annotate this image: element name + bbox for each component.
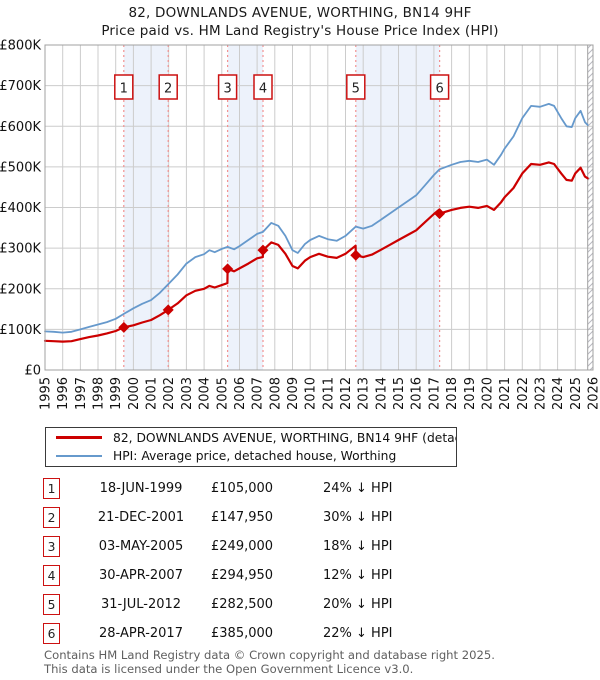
property-line-swatch [56,436,102,440]
svg-text:2008: 2008 [268,377,283,410]
svg-text:2007: 2007 [251,377,266,410]
sale-row: 4 30-APR-2007 £294,950 12% ↓ HPI [43,561,563,590]
svg-text:2017: 2017 [427,377,442,410]
svg-text:2024: 2024 [551,377,566,410]
svg-text:2002: 2002 [162,377,177,410]
sale-hpi-diff: 12% ↓ HPI [323,568,393,583]
page-subtitle: Price paid vs. HM Land Registry's House … [101,23,499,39]
svg-text:2016: 2016 [410,377,425,410]
svg-text:2018: 2018 [445,377,460,410]
svg-text:2021: 2021 [498,377,513,410]
svg-text:3: 3 [223,82,231,97]
sale-date: 31-JUL-2012 [100,597,182,612]
svg-text:2023: 2023 [534,377,549,410]
svg-text:1999: 1999 [109,377,124,410]
sale-row: 3 03-MAY-2005 £249,000 18% ↓ HPI [43,532,563,561]
sale-row: 6 28-APR-2017 £385,000 22% ↓ HPI [43,619,563,648]
svg-text:£400K: £400K [0,201,41,216]
sale-row: 5 31-JUL-2012 £282,500 20% ↓ HPI [43,590,563,619]
svg-text:£700K: £700K [0,79,41,94]
chart-legend: 82, DOWNLANDS AVENUE, WORTHING, BN14 9HF… [45,427,457,467]
sale-row: 1 18-JUN-1999 £105,000 24% ↓ HPI [43,474,563,503]
svg-text:2014: 2014 [374,377,389,410]
svg-text:2022: 2022 [516,377,531,410]
svg-text:£200K: £200K [0,282,41,297]
svg-text:2020: 2020 [480,377,495,410]
svg-text:£500K: £500K [0,160,41,175]
svg-text:1996: 1996 [56,377,71,410]
sale-hpi-diff: 18% ↓ HPI [323,539,393,554]
svg-text:2: 2 [164,82,172,97]
sale-hpi-diff: 24% ↓ HPI [323,481,393,496]
sale-hpi-diff: 30% ↓ HPI [323,510,393,525]
sale-date: 21-DEC-2001 [97,510,185,525]
svg-text:2006: 2006 [233,377,248,410]
license-footer: Contains HM Land Registry data © Crown c… [44,648,600,676]
legend-label: 82, DOWNLANDS AVENUE, WORTHING, BN14 9HF… [113,430,456,445]
sale-hpi-diff: 22% ↓ HPI [323,626,393,641]
svg-text:2013: 2013 [357,377,372,410]
sale-price: £249,000 [211,539,274,554]
legend-entry-property: 82, DOWNLANDS AVENUE, WORTHING, BN14 9HF… [46,429,456,446]
svg-text:£0: £0 [24,364,41,379]
svg-text:2003: 2003 [180,377,195,410]
svg-text:£600K: £600K [0,120,41,135]
svg-text:2012: 2012 [339,377,354,410]
sale-date: 03-MAY-2005 [98,539,184,554]
sale-price: £105,000 [211,481,274,496]
price-chart: 1 2 3 4 5 6 £0 £100K £200K £300K £400K £500K £600K £7… [0,39,600,411]
sale-price: £385,000 [211,626,274,641]
svg-text:2019: 2019 [463,377,478,410]
hpi-line-swatch [56,455,102,458]
svg-text:2004: 2004 [198,377,213,410]
svg-text:2010: 2010 [304,377,319,410]
sales-table: 1 18-JUN-1999 £105,000 24% ↓ HPI 2 21-DE… [43,474,563,648]
sale-price: £147,950 [211,510,274,525]
svg-text:£100K: £100K [0,323,41,338]
svg-text:£800K: £800K [0,39,41,54]
svg-text:2015: 2015 [392,377,407,410]
sale-row: 2 21-DEC-2001 £147,950 30% ↓ HPI [43,503,563,532]
svg-text:£300K: £300K [0,242,41,257]
footer-line2: This data is licensed under the Open Gov… [44,661,414,676]
price-chart-svg: 1 2 3 4 5 6 £0 £100K £200K £300K £400K £500K £600K £7… [0,39,600,411]
sale-date: 30-APR-2007 [99,568,183,583]
svg-text:2000: 2000 [127,377,142,410]
sale-number-badge: 4 [43,565,60,586]
legend-entry-hpi: HPI: Average price, detached house, Wort… [46,448,456,465]
svg-text:2025: 2025 [569,377,584,410]
svg-text:2009: 2009 [286,377,301,410]
sale-date: 28-APR-2017 [99,626,183,641]
footer-line1: Contains HM Land Registry data © Crown c… [44,648,495,662]
sale-number-badge: 3 [43,536,60,557]
svg-text:2001: 2001 [145,377,160,410]
svg-text:2011: 2011 [321,377,336,410]
svg-text:2026: 2026 [587,377,600,410]
svg-text:1: 1 [120,82,128,97]
svg-text:1995: 1995 [39,377,54,410]
sale-number-badge: 5 [43,594,60,615]
sale-number-badge: 1 [43,478,60,499]
sale-number-badge: 2 [43,507,60,528]
svg-text:2005: 2005 [215,377,230,410]
svg-text:5: 5 [352,82,360,97]
sale-date: 18-JUN-1999 [99,481,183,496]
sale-hpi-diff: 20% ↓ HPI [323,597,393,612]
svg-text:4: 4 [259,82,267,97]
sale-number-badge: 6 [43,623,60,644]
svg-text:6: 6 [435,82,443,97]
page-title: 82, DOWNLANDS AVENUE, WORTHING, BN14 9HF [128,5,472,21]
legend-label: HPI: Average price, detached house, Wort… [113,449,397,464]
sale-price: £282,500 [211,597,274,612]
svg-text:1998: 1998 [92,377,107,410]
svg-text:1997: 1997 [74,377,89,410]
sale-price: £294,950 [211,568,274,583]
